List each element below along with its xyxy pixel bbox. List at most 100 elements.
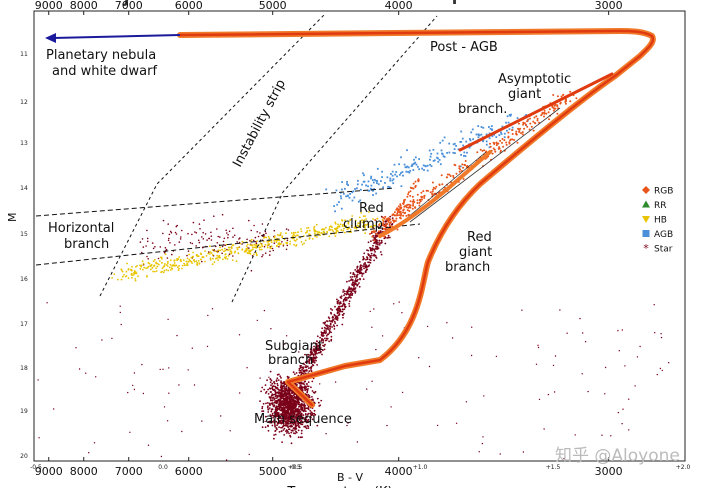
- agb-point: [346, 181, 348, 183]
- star-point: [283, 434, 286, 436]
- star-point: [311, 390, 314, 392]
- agb-point: [452, 151, 455, 154]
- agb-point: [460, 130, 463, 133]
- star-point: [337, 299, 340, 302]
- rgb-point: [564, 102, 567, 105]
- star-point: [285, 432, 288, 434]
- rgb-point: [511, 133, 514, 135]
- star-point: [322, 322, 325, 324]
- agb-point: [392, 178, 395, 181]
- star-point: [380, 253, 383, 256]
- rgb-point: [432, 188, 435, 191]
- rgb-point: [491, 152, 494, 155]
- star-point: [354, 269, 357, 271]
- agb-point: [336, 203, 339, 206]
- star-point: [354, 278, 357, 280]
- star-point: [299, 416, 302, 419]
- star-point: [354, 290, 357, 293]
- star-point: [621, 423, 623, 425]
- star-point: [224, 244, 226, 247]
- hb-point: [351, 215, 354, 217]
- star-point: [280, 385, 283, 387]
- star-point: [277, 413, 279, 416]
- hb-point: [273, 236, 276, 239]
- star-point: [330, 331, 332, 334]
- horizontal-branch-label-line1: Horizontal: [48, 221, 114, 236]
- agb-point: [394, 173, 397, 176]
- rgb-point: [412, 204, 415, 207]
- star-point: [306, 385, 309, 387]
- star-point: [261, 407, 264, 410]
- top-tick-label: 6000: [175, 0, 203, 12]
- star-point: [290, 395, 293, 397]
- hb-point: [134, 278, 137, 280]
- star-point: [321, 338, 324, 340]
- agb-point: [391, 179, 394, 182]
- rgb-point: [548, 108, 551, 111]
- star-point: [133, 372, 136, 374]
- star-point: [147, 258, 149, 260]
- star-point: [284, 343, 286, 345]
- star-point: [299, 436, 302, 439]
- hb-point: [266, 240, 269, 243]
- hb-point: [178, 267, 180, 270]
- agb-point: [448, 151, 451, 154]
- rgb-point: [562, 94, 564, 96]
- rgb-point: [493, 142, 496, 145]
- star-point: [288, 400, 291, 403]
- star-point: [324, 343, 326, 346]
- star-point: [380, 239, 383, 242]
- star-point: [221, 245, 224, 248]
- hb-point: [246, 252, 249, 254]
- red-clump-label-line2: clump: [343, 217, 383, 232]
- star-point: [330, 311, 332, 314]
- hb-point: [344, 231, 346, 234]
- star-point: [604, 393, 606, 395]
- star-point: [211, 308, 214, 310]
- star-point: [298, 402, 300, 404]
- agb-point: [442, 155, 445, 157]
- star-point: [304, 385, 307, 388]
- hb-point: [177, 258, 180, 261]
- hb-point: [154, 270, 156, 273]
- star-point: [169, 230, 172, 233]
- star-point: [306, 413, 309, 416]
- star-point: [313, 348, 316, 350]
- star-point: [298, 381, 301, 384]
- star-point: [383, 237, 386, 240]
- rgb-point: [526, 120, 529, 123]
- star-point: [298, 351, 300, 353]
- hb-point: [231, 259, 234, 261]
- star-point: [367, 254, 370, 257]
- star-point: [270, 379, 273, 382]
- hb-point: [245, 245, 248, 248]
- hb-point: [313, 230, 316, 232]
- star-point: [547, 393, 550, 396]
- hb-point: [153, 264, 156, 267]
- star-point: [286, 404, 289, 406]
- hb-point: [181, 264, 184, 267]
- agb-point: [393, 163, 396, 166]
- star-point: [293, 373, 296, 375]
- agb-point: [437, 160, 440, 163]
- hb-point: [278, 239, 281, 242]
- rgb-point: [440, 174, 443, 177]
- rgb-point: [412, 187, 415, 190]
- star-point: [285, 420, 287, 423]
- star-point: [296, 416, 299, 418]
- star-point: [289, 403, 292, 405]
- star-point: [300, 423, 302, 425]
- star-point: [334, 322, 337, 324]
- hb-point: [131, 274, 133, 277]
- rgb-point: [409, 200, 412, 203]
- star-point: [356, 265, 359, 268]
- hb-point: [227, 254, 230, 257]
- star-point: [287, 409, 290, 412]
- star-point: [307, 407, 309, 410]
- rgb-point: [556, 104, 559, 107]
- star-point: [273, 242, 276, 244]
- hb-point: [209, 251, 212, 253]
- star-point: [363, 267, 365, 270]
- star-point: [308, 359, 311, 362]
- legend-label-hb: HB: [654, 216, 667, 226]
